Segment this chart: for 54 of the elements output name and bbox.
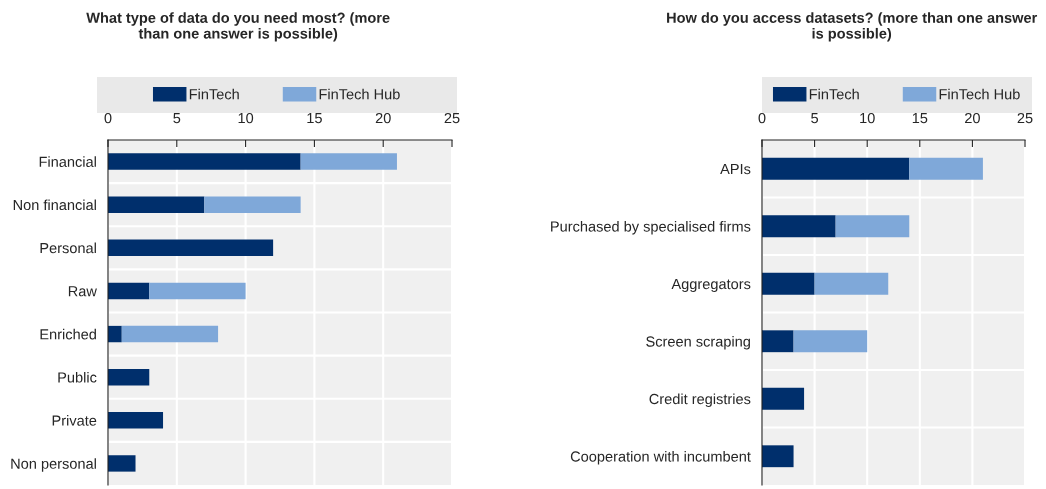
x-tick-label: 0: [758, 112, 766, 124]
bar: [793, 330, 868, 353]
bar: [762, 157, 910, 180]
y-tick-label: Cooperation with incumbent: [570, 450, 751, 465]
x-tick-label: 15: [307, 113, 322, 124]
x-tick-label: 15: [912, 113, 928, 124]
x-tick-label: 25: [1017, 112, 1033, 124]
y-tick-label: Public: [58, 371, 97, 383]
y-tick-label: Purchased by specialised firms: [551, 220, 751, 235]
x-tick-label: 5: [173, 113, 181, 124]
chart-title: What type of data do you need most? (more than one answer is possible): [86, 12, 390, 42]
x-tick-label: 20: [965, 112, 980, 124]
bar: [762, 272, 815, 295]
legend-label: FinTech Hub: [939, 88, 1020, 100]
bar: [108, 239, 274, 257]
bar: [108, 368, 150, 386]
y-tick-label: Non financial: [13, 199, 96, 211]
bar: [909, 157, 983, 180]
bar: [108, 153, 301, 170]
x-tick-label: 10: [238, 112, 254, 124]
y-tick-label: Non personal: [11, 458, 96, 472]
bar: [762, 387, 805, 410]
chart-title: How do you access datasets? (more than one answer is possible): [667, 12, 1038, 42]
y-tick-label: Screen scraping: [646, 335, 750, 350]
y-tick-label: Private: [52, 415, 97, 426]
legend-label: FinTech: [809, 88, 859, 100]
bar: [121, 325, 219, 343]
y-tick-label: Raw: [68, 286, 97, 297]
legend-label: FinTech Hub: [319, 88, 400, 100]
legend-label: FinTech: [189, 88, 239, 100]
y-tick-label: Personal: [40, 242, 96, 254]
bar: [108, 282, 150, 300]
x-tick-label: 20: [375, 112, 391, 124]
bar: [108, 412, 164, 429]
x-tick-label: 25: [444, 112, 460, 124]
bar: [762, 215, 836, 238]
bar: [762, 330, 794, 353]
bar: [814, 272, 889, 295]
y-tick-label: Credit registries: [649, 393, 751, 408]
bar: [300, 153, 397, 170]
x-tick-label: 10: [860, 112, 875, 124]
bar: [762, 445, 794, 468]
x-tick-label: 0: [104, 112, 112, 124]
bar: [204, 196, 301, 213]
bar: [149, 282, 246, 300]
bar: [108, 455, 136, 472]
y-tick-label: Enriched: [40, 328, 96, 340]
bar: [108, 196, 205, 213]
y-tick-label: APIs: [720, 164, 751, 175]
bar: [108, 325, 122, 343]
bar: [835, 215, 910, 238]
y-tick-label: Aggregators: [671, 279, 751, 293]
x-tick-label: 5: [811, 113, 819, 124]
y-tick-label: Financial: [39, 156, 96, 167]
